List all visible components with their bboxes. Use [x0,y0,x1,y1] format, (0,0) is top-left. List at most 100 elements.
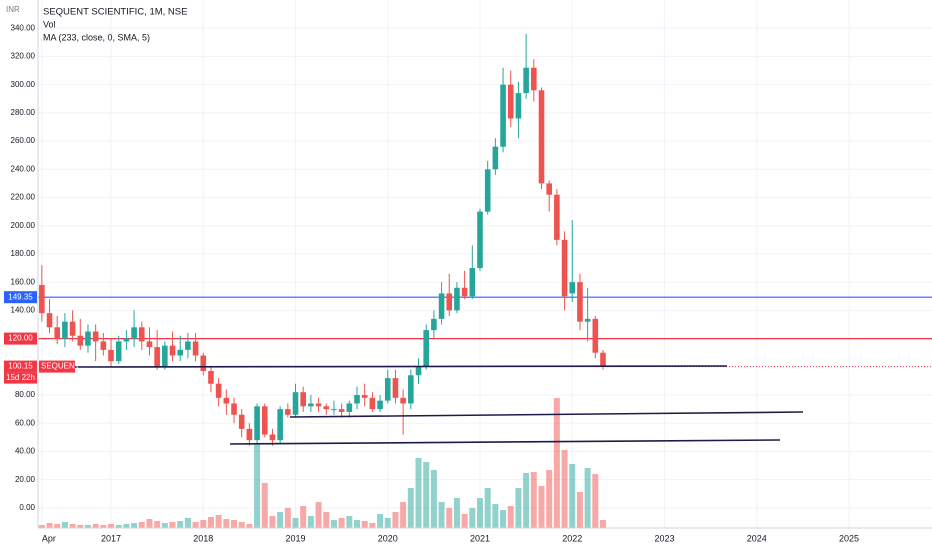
volume-bar [469,508,476,528]
volume-bar [223,519,230,528]
volume-bar [530,472,537,528]
volume-bar [369,523,376,528]
x-tick-label: 2024 [747,533,767,543]
volume-bar [292,518,299,528]
volume-bar [361,521,368,528]
volume-bar [392,512,399,528]
candle-body [592,318,599,353]
y-tick-label: 300.00 [11,80,36,89]
candle-body [415,366,422,376]
volume-bar [400,502,407,528]
candle-body [546,183,552,195]
candle-body [62,321,68,339]
trendline [69,365,728,368]
candle-body [154,347,160,367]
volume-bar [477,498,484,528]
volume-bar [131,523,138,528]
volume-bar [569,464,576,528]
volume-bar [538,486,545,528]
y-tick-label: 320.00 [11,52,36,61]
y-tick-label: 260.00 [11,136,36,145]
y-tick-label: 240.00 [11,164,36,173]
candle-body [300,392,307,407]
y-tick-label: 40.00 [15,447,36,456]
volume-bar [346,516,353,528]
volume-bar [354,520,361,528]
legend-volume: Vol [43,19,56,29]
axes: 0.0020.0040.0060.0080.00100.00120.00140.… [4,23,859,543]
grid [38,0,932,528]
volume-bar [192,522,199,528]
volume-bar [307,516,314,528]
candle-body [515,93,522,119]
y-tick-label: 20.00 [15,475,36,484]
volume-bar [46,523,53,528]
legend-ma: MA (233, close, 0, SMA, 5) [43,32,150,42]
volume-bar [254,443,261,528]
volume-bar [54,524,61,528]
y-tick-label: 80.00 [15,390,36,399]
candle-body [554,194,560,240]
candle-body [169,345,176,356]
volume-bar [407,488,414,528]
volume-bar [484,488,491,528]
currency: INR [6,5,20,14]
candle-body [600,352,606,367]
candle-body [92,331,99,342]
price-badge [4,360,37,373]
candle-body [369,397,376,410]
candle-body [338,409,345,412]
candle-body [269,434,276,441]
candle-body [500,84,506,147]
volume-bar [300,506,307,528]
candle-body [346,403,353,412]
volume-bar [284,508,291,528]
volume-bar [423,462,430,528]
price-badge [4,291,37,304]
volume-bar [584,468,591,528]
volume-bar [515,488,522,528]
candle-body [331,409,337,411]
candle-body [69,321,76,336]
y-tick-label: 180.00 [11,249,36,258]
x-tick-label: 2017 [101,533,121,543]
y-tick-label: 60.00 [15,418,36,427]
candle-body [200,355,207,372]
volume-bar [377,514,384,528]
candle-body [507,84,514,119]
candle-body [108,349,114,362]
candle-body [46,313,53,328]
volume-bar [169,522,176,528]
volume-bar [123,524,130,528]
candle-body [54,327,61,339]
candle-body [461,287,468,297]
trendlines [69,365,804,445]
volume-bar [100,525,107,528]
candle-body [39,284,45,314]
symbol-label: SEQUENT [41,362,80,371]
candle-body [231,403,237,415]
x-tick-label: 2023 [654,533,674,543]
volume-bar [384,518,391,528]
candle-body [146,341,153,348]
candle-body [100,341,107,350]
x-tick-label: Apr [42,533,56,543]
volume-bar [453,498,460,528]
candle-body [292,392,299,415]
chart-title: SEQUENT SCIENTIFIC, 1M, NSE [43,7,187,18]
trendline [289,411,804,418]
volume-bar [338,518,345,528]
volume-bar [84,525,91,528]
volume-bar [38,525,45,528]
price-badge-label: 100.15 [8,362,33,371]
candle-body [208,371,214,384]
volume-bar [161,523,168,528]
volume-bar [184,518,191,528]
volume-bar [576,492,583,528]
volume-bar [592,474,599,528]
volume-bar [553,398,560,528]
volume-bar [138,522,145,528]
volume-bar [599,520,606,528]
volume-bar [261,483,268,528]
volume-bar [92,524,99,528]
